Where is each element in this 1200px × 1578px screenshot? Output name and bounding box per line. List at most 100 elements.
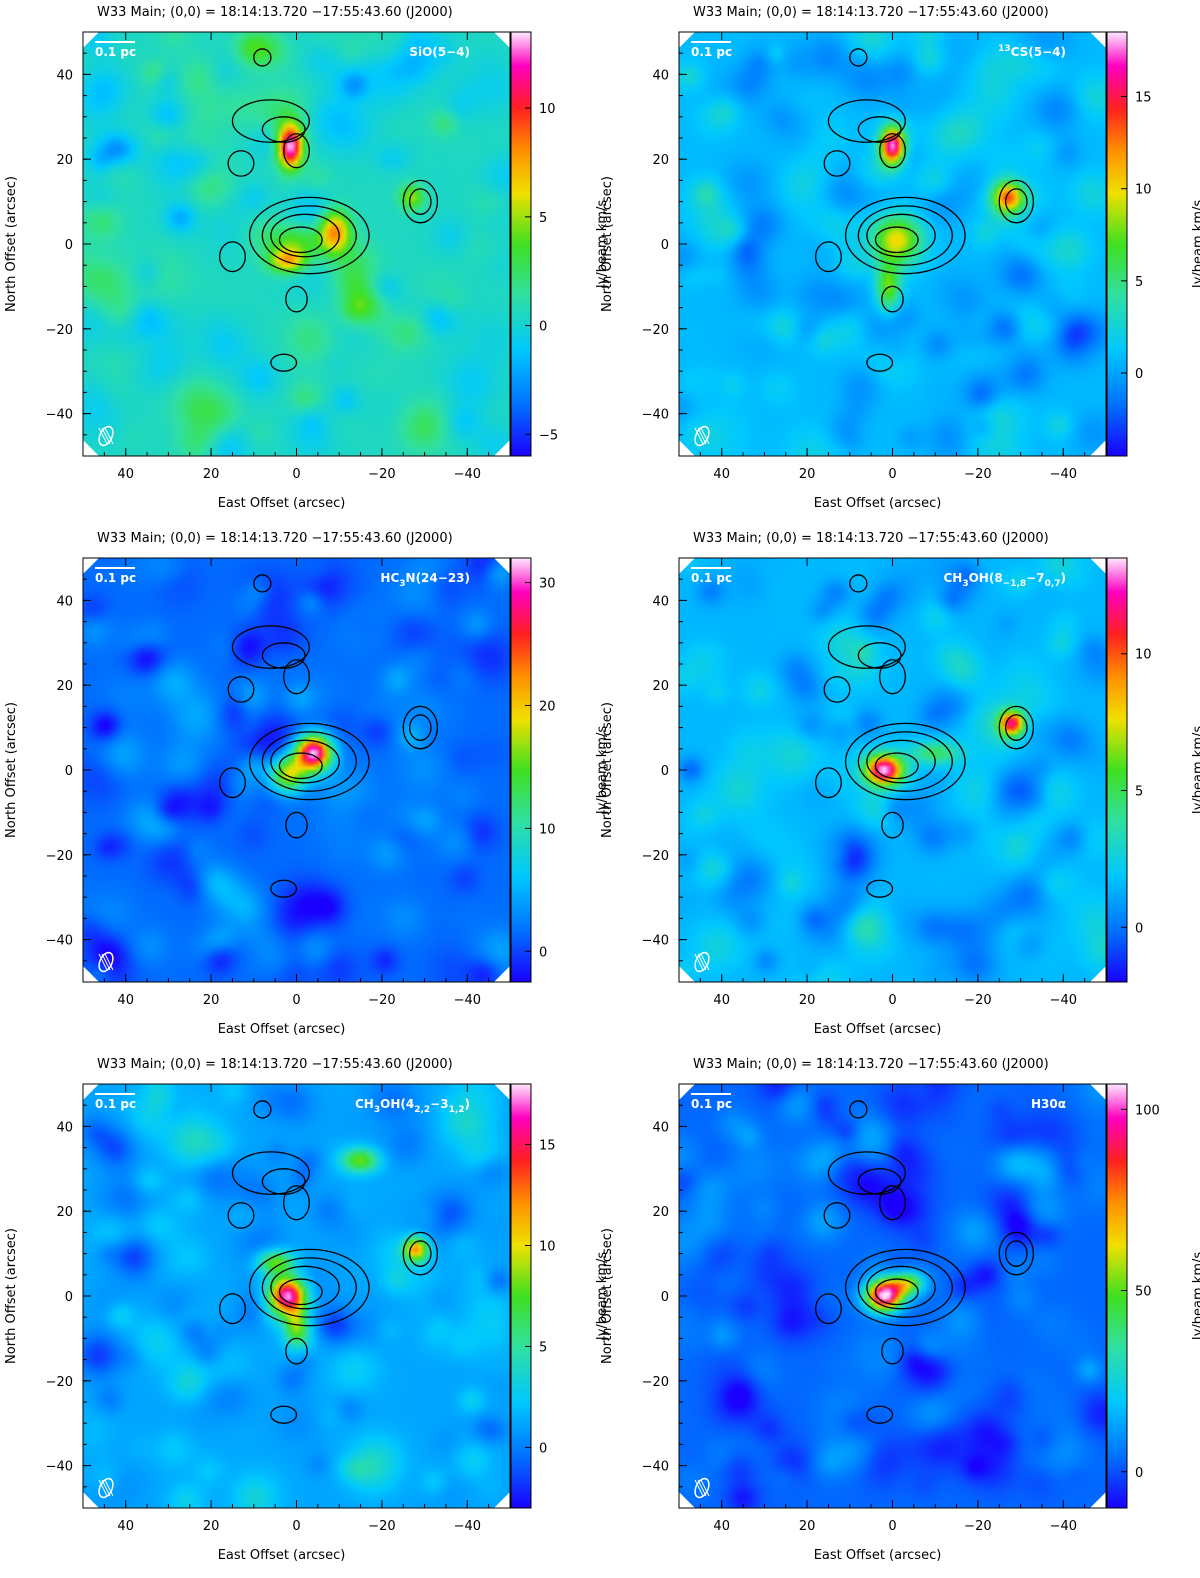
contour: [998, 179, 1035, 224]
panel-title: W33 Main; (0,0) = 18:14:13.720 −17:55:43…: [97, 5, 453, 20]
x-tick-label: −20: [368, 467, 395, 482]
contour: [248, 1248, 370, 1327]
contour: [814, 241, 842, 273]
colorbar-label: Jy/beam km/s: [595, 200, 610, 289]
colorbar-tick-label: 0: [539, 945, 547, 960]
contour: [402, 179, 439, 224]
colorbar-label: Jy/beam km/s: [1191, 1252, 1200, 1341]
x-tick-label: −40: [454, 1519, 481, 1534]
y-tick-label: −20: [46, 323, 73, 338]
x-tick-label: 40: [713, 1519, 730, 1534]
y-tick-label: −20: [46, 849, 73, 864]
panel-6: 40 20 0 −20 −40 40 20 0 −20 −40 W33 Main; (0,0) = …: [600, 1057, 1200, 1563]
y-tick-label: −20: [642, 1375, 669, 1390]
line-label: CH3OH(8−1,8−70,7): [943, 571, 1066, 589]
heatmap-image: [83, 558, 510, 982]
contour: [879, 659, 906, 695]
colorbar-tick-label: 0: [539, 1441, 547, 1456]
x-tick-label: 40: [713, 467, 730, 482]
contour: [261, 731, 357, 792]
contour: [218, 1293, 246, 1325]
colorbar-tick-label: 50: [1135, 1285, 1152, 1300]
contour: [879, 1185, 906, 1221]
colorbar-tick-label: 0: [1135, 367, 1143, 382]
contour: [998, 705, 1035, 750]
contour: [998, 1231, 1035, 1276]
beam-ellipse: [694, 1477, 710, 1499]
contour: [1005, 188, 1028, 215]
y-tick-label: 20: [56, 679, 73, 694]
contour: [270, 353, 298, 372]
colorbar-tick-label: 20: [539, 699, 556, 714]
x-axis-label: East Offset (arcsec): [814, 1022, 942, 1037]
colorbar-tick-label: 15: [1135, 91, 1152, 106]
y-tick-label: 0: [661, 238, 669, 253]
contour: [881, 285, 904, 313]
x-tick-label: 20: [203, 467, 220, 482]
contour: [261, 1168, 306, 1195]
heatmap-image: [679, 558, 1106, 982]
x-tick-label: 20: [203, 1519, 220, 1534]
line-label: SiO(5−4): [409, 45, 470, 59]
x-tick-label: −40: [1050, 467, 1077, 482]
scale-bar-label: 0.1 pc: [691, 571, 732, 585]
y-tick-label: −40: [642, 1460, 669, 1475]
contour: [285, 285, 308, 313]
x-tick-label: 20: [799, 467, 816, 482]
heatmap-image: [83, 1084, 510, 1508]
scale-bar-label: 0.1 pc: [95, 1097, 136, 1111]
y-tick-label: 0: [65, 1290, 73, 1305]
contour: [881, 811, 904, 839]
contour: [823, 150, 851, 177]
contour: [866, 1265, 936, 1310]
y-tick-label: 40: [56, 1120, 73, 1135]
contour: [857, 1257, 953, 1318]
contour: [253, 1100, 272, 1119]
beam-ellipse: [98, 425, 114, 447]
x-tick-label: 20: [203, 993, 220, 1008]
contour: [849, 574, 868, 593]
x-tick-label: 40: [117, 993, 134, 1008]
beam-ellipse: [694, 425, 710, 447]
beam-ellipse: [694, 951, 710, 973]
contour: [285, 1337, 308, 1365]
colorbar-tick-label: 5: [539, 1340, 547, 1355]
contour: [231, 1151, 310, 1195]
y-tick-label: 40: [56, 594, 73, 609]
contour: [866, 879, 894, 898]
panel-title: W33 Main; (0,0) = 18:14:13.720 −17:55:43…: [693, 5, 1049, 20]
x-tick-label: 0: [292, 467, 300, 482]
x-tick-label: 40: [117, 1519, 134, 1534]
contour: [874, 752, 919, 780]
colorbar-tick-label: 10: [539, 1240, 556, 1255]
contour: [874, 226, 919, 254]
contour: [261, 1257, 357, 1318]
y-axis-label: North Offset (arcsec): [600, 702, 615, 838]
colorbar-tick-label: 5: [539, 211, 547, 226]
panel-1: 40 20 0 −20 −40 40 20 0 −20 −40 W33 Main; (0,0) = …: [4, 5, 610, 511]
colorbar-tick-label: 0: [1135, 921, 1143, 936]
contour: [283, 1185, 310, 1221]
contour: [827, 99, 906, 143]
panel-5: 40 20 0 −20 −40 40 20 0 −20 −40 W33 Main; (0,0) = …: [4, 1057, 610, 1563]
x-tick-label: 0: [292, 993, 300, 1008]
panel-title: W33 Main; (0,0) = 18:14:13.720 −17:55:43…: [693, 531, 1049, 546]
colorbar-tick-label: −5: [539, 428, 558, 443]
contour: [849, 1100, 868, 1119]
y-tick-label: 0: [661, 764, 669, 779]
contour: [270, 739, 340, 784]
contour: [402, 705, 439, 750]
colorbar-tick-label: 0: [1135, 1466, 1143, 1481]
scale-bar-label: 0.1 pc: [95, 571, 136, 585]
panel-2: 40 20 0 −20 −40 40 20 0 −20 −40 W33 Main; (0,0) = …: [600, 5, 1200, 511]
contour: [1005, 714, 1028, 741]
contour: [844, 722, 966, 801]
y-tick-label: −40: [46, 408, 73, 423]
y-tick-label: −40: [46, 934, 73, 949]
contour: [866, 739, 936, 784]
contour: [881, 1337, 904, 1365]
x-tick-label: −20: [964, 467, 991, 482]
heatmap-image: [83, 32, 510, 456]
y-axis-label: North Offset (arcsec): [4, 1228, 19, 1364]
